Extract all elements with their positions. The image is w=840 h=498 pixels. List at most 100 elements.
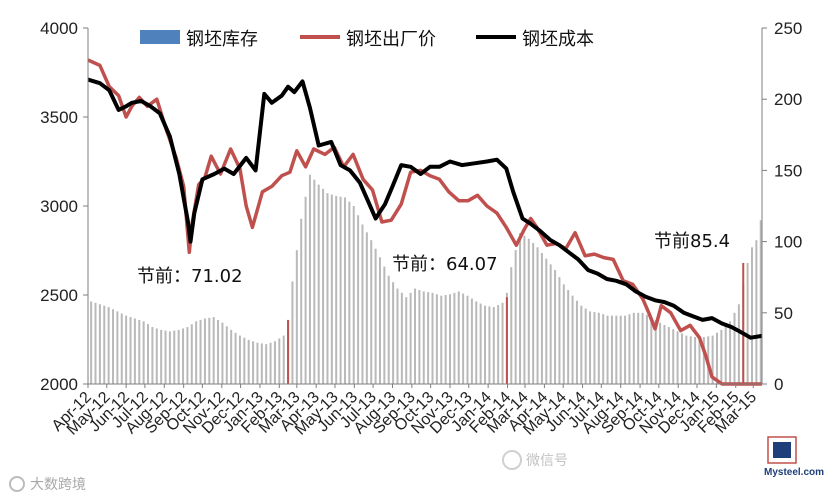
legend-swatch-inventory xyxy=(140,30,180,44)
inventory-bar xyxy=(475,301,478,384)
inventory-bar xyxy=(365,232,368,384)
inventory-bar xyxy=(295,250,298,384)
wechat-logo-icon xyxy=(502,450,522,470)
inventory-bar xyxy=(755,240,758,384)
inventory-bar xyxy=(440,295,443,384)
series-lines xyxy=(87,58,763,386)
y-right-tick-label: 50 xyxy=(774,304,793,323)
inventory-bar xyxy=(238,335,241,384)
inventory-bar xyxy=(300,218,303,384)
inventory-bar xyxy=(435,294,438,384)
inventory-bar xyxy=(291,281,294,384)
inventory-bar xyxy=(427,292,430,384)
y-right-tick-label: 250 xyxy=(774,19,802,38)
inventory-bar xyxy=(357,215,360,384)
inventory-bar xyxy=(203,318,206,384)
inventory-bar xyxy=(676,331,679,384)
y-left-tick-label: 2000 xyxy=(40,375,78,394)
inventory-bar xyxy=(729,321,732,384)
inventory-bar xyxy=(470,298,473,384)
inventory-bar xyxy=(510,267,513,384)
inventory-bar xyxy=(584,308,587,384)
inventory-bar xyxy=(352,206,355,384)
inventory-bar xyxy=(492,307,495,384)
inventory-bar xyxy=(260,343,263,384)
inventory-bar xyxy=(737,304,740,384)
inventory-bar xyxy=(308,174,311,384)
inventory-bar xyxy=(125,315,128,384)
inventory-bar xyxy=(422,291,425,384)
holiday-bar xyxy=(742,262,745,384)
inventory-bar xyxy=(133,318,136,384)
inventory-bar xyxy=(160,329,163,384)
inventory-bar xyxy=(396,288,399,384)
legend-label-cost: 钢坯成本 xyxy=(522,29,594,50)
inventory-bar xyxy=(339,196,342,384)
inventory-bar xyxy=(195,321,198,384)
inventory-bar xyxy=(711,335,714,384)
inventory-bar xyxy=(479,303,482,384)
inventory-bar xyxy=(269,342,272,384)
inventory-bar xyxy=(413,288,416,384)
weibo-logo-icon xyxy=(9,476,25,492)
inventory-bar xyxy=(624,315,627,384)
inventory-bar xyxy=(317,184,320,384)
inventory-bar xyxy=(488,306,491,384)
inventory-bar xyxy=(234,332,237,384)
inventory-bar xyxy=(540,252,543,384)
inventory-bar xyxy=(168,331,171,384)
inventory-bar xyxy=(645,314,648,384)
annotation-holiday-2014: 节前：64.07 xyxy=(392,254,498,275)
y-left-tick-label: 4000 xyxy=(40,19,78,38)
inventory-bar xyxy=(689,336,692,384)
y-left-tick-label: 2500 xyxy=(40,286,78,305)
inventory-bar xyxy=(116,311,119,384)
inventory-bar xyxy=(462,293,465,384)
mysteel-logo-text: Mysteel.com xyxy=(764,467,824,478)
inventory-bar xyxy=(698,337,701,384)
inventory-bar xyxy=(155,328,158,384)
watermark-text-center: 微信号 xyxy=(526,453,568,469)
inventory-bar xyxy=(545,258,548,384)
inventory-bar xyxy=(247,339,250,384)
inventory-bar xyxy=(243,337,246,384)
inventory-bar xyxy=(418,290,421,384)
inventory-bar xyxy=(628,314,631,384)
inventory-bar xyxy=(278,338,281,384)
legend: 钢坯库存 钢坯出厂价 钢坯成本 xyxy=(140,29,594,50)
inventory-bar xyxy=(164,330,167,384)
inventory-bar xyxy=(562,284,565,384)
inventory-bar xyxy=(129,317,132,384)
inventory-bar xyxy=(580,305,583,384)
inventory-bar xyxy=(217,319,220,384)
inventory-bar xyxy=(641,312,644,384)
annotation-holiday-2015: 节前85.4 xyxy=(654,231,730,252)
cost-line xyxy=(87,77,763,340)
inventory-bar xyxy=(186,327,189,384)
inventory-bar xyxy=(120,313,123,384)
inventory-bar xyxy=(702,337,705,384)
inventory-bar xyxy=(94,302,97,384)
inventory-bar xyxy=(431,292,434,384)
inventory-bar xyxy=(322,188,325,384)
inventory-bar xyxy=(282,335,285,384)
watermark-bottom-left: 大数跨境 xyxy=(9,476,86,493)
inventory-bar xyxy=(449,294,452,384)
inventory-bar xyxy=(759,220,762,384)
inventory-bar xyxy=(733,312,736,384)
inventory-bar xyxy=(685,335,688,384)
y-right-tick-label: 100 xyxy=(774,233,802,252)
inventory-bar xyxy=(330,194,333,384)
inventory-bar xyxy=(466,295,469,384)
y-right-tick-label: 150 xyxy=(774,161,802,180)
holiday-bar xyxy=(287,319,290,384)
inventory-bar xyxy=(383,266,386,384)
inventory-bar xyxy=(549,264,552,384)
mysteel-logo-mark-icon xyxy=(773,442,791,458)
inventory-bar xyxy=(457,291,460,384)
inventory-bar xyxy=(672,329,675,384)
inventory-bar xyxy=(151,327,154,384)
inventory-bar xyxy=(497,304,500,384)
inventory-bar xyxy=(724,325,727,384)
